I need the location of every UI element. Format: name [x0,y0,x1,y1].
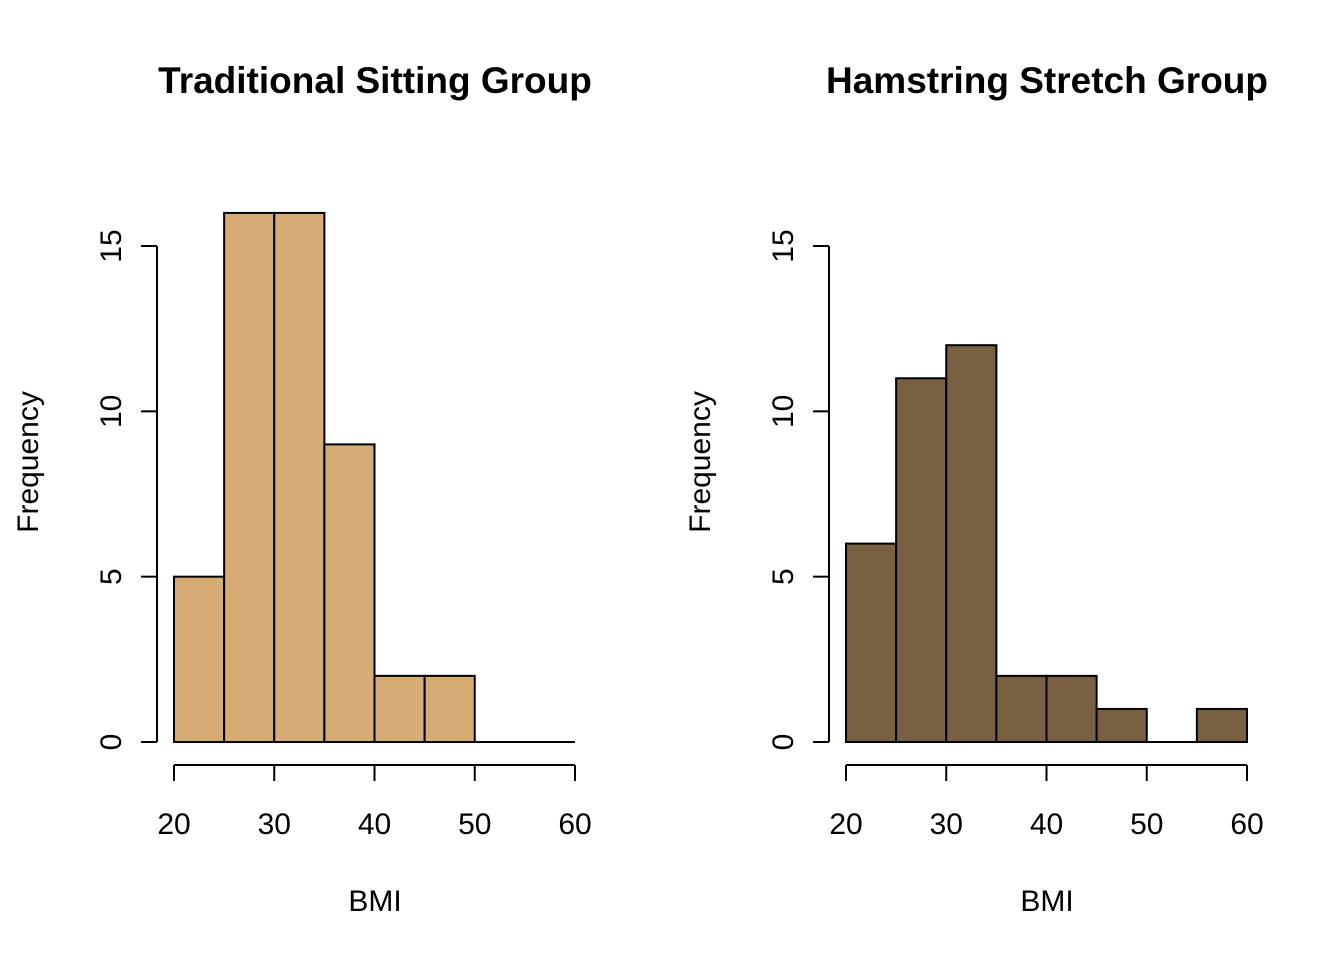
x-tick-label: 30 [258,808,291,841]
histogram-bar [273,211,326,743]
chart-title: Traditional Sitting Group [158,60,592,101]
histogram-bar [173,575,226,744]
x-tick-label: 40 [1030,808,1063,841]
y-tick-label: 5 [95,568,128,585]
x-tick-label: 60 [1230,808,1263,841]
y-axis-label: Frequency [684,391,717,533]
histogram-bar [895,377,948,743]
x-tick-label: 50 [1130,808,1163,841]
histogram-bar [223,211,276,743]
x-axis-label: BMI [348,885,401,918]
axes: 0 5 10 15 20 30 40 50 60 [767,229,1264,841]
x-tick-label: 20 [157,808,190,841]
y-axis-label: Frequency [12,391,45,533]
histogram-bar [373,674,426,743]
bars [173,211,575,744]
x-tick-label: 30 [930,808,963,841]
y-tick-label: 15 [95,229,128,262]
histogram-bar [995,674,1048,743]
y-tick-label: 0 [95,734,128,751]
histogram-bar [845,542,898,743]
histogram-bar [1095,707,1148,744]
histogram-bar [1045,674,1098,743]
bars [845,344,1248,744]
y-tick-label: 10 [767,395,800,428]
y-tick-label: 10 [95,395,128,428]
histogram-bar [1195,707,1248,744]
histogram-bar [323,443,376,743]
chart-title: Hamstring Stretch Group [826,60,1268,101]
x-tick-label: 50 [458,808,491,841]
y-tick-label: 5 [767,568,800,585]
panel-hamstring-stretch: Hamstring Stretch Group BMI Frequency 0 5… [684,60,1268,918]
y-tick-label: 15 [767,229,800,262]
x-tick-label: 20 [829,808,862,841]
histogram-bar [945,344,998,743]
y-tick-label: 0 [767,734,800,751]
x-tick-label: 40 [358,808,391,841]
axes: 0 5 10 15 20 30 40 50 60 [95,229,592,841]
x-tick-label: 60 [558,808,591,841]
x-axis-label: BMI [1020,885,1073,918]
panel-traditional-sitting: Traditional Sitting Group BMI Frequency … [12,60,592,918]
histogram-bar [423,674,476,743]
